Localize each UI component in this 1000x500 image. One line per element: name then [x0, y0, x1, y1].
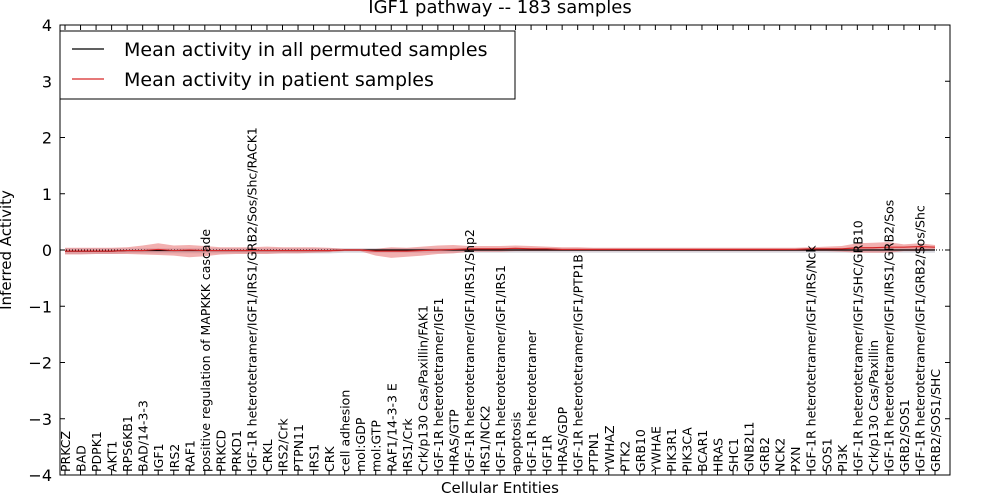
- x-axis: PRKCZ BAD PDPK1 AKT1 RPS6KB1 BAD/14-3-3 IGF1 IR…: [58, 25, 943, 475]
- y-tick-label: 3: [42, 72, 52, 91]
- series-lines: [65, 246, 936, 252]
- legend-box: [59, 30, 516, 100]
- x-tick-label: GNB2L1: [742, 422, 757, 472]
- x-tick-label: IGF-1R heterotetramer/IGF1/PTP1B: [571, 254, 586, 472]
- x-tick-label: apoptosis: [509, 412, 524, 472]
- y-tick-label: −3: [28, 410, 52, 429]
- x-tick-label: Crk/p130 Cas/Paxillin: [866, 340, 881, 472]
- x-tick-label: SHC1: [726, 438, 741, 472]
- x-tick-label: IGF-1R heterotetramer/IGF1/GRB2/Sos/Shc: [912, 205, 927, 472]
- x-tick-label: IRS1: [307, 444, 322, 472]
- x-tick-label: GRB2/SOS1: [897, 399, 912, 472]
- x-axis-label: Cellular Entities: [441, 479, 559, 497]
- x-tick-label: PIK3CA: [679, 427, 694, 472]
- y-tick-label: −4: [28, 466, 52, 485]
- x-tick-label: Crk/p130 Cas/Paxillin/FAK1: [415, 305, 430, 472]
- line-patient: [65, 246, 936, 252]
- x-tick-label: PTK2: [617, 441, 632, 472]
- x-tick-label: PIK3R1: [664, 428, 679, 472]
- x-tick-label: GRB10: [633, 429, 648, 472]
- x-tick-label: BAD/14-3-3: [136, 400, 151, 472]
- y-tick-label: 0: [42, 241, 52, 260]
- x-tick-label: CRK: [322, 446, 337, 472]
- legend: Mean activity in all permuted samples Me…: [59, 30, 516, 100]
- x-tick-label: HRAS: [711, 438, 726, 472]
- legend-label-permuted: Mean activity in all permuted samples: [124, 39, 487, 61]
- x-tick-label: AKT1: [105, 441, 120, 472]
- x-tick-label: IGF-1R heterotetramer/IGF1/IRS1/GRB2/Sos…: [244, 127, 259, 472]
- x-tick-label: PRKCZ: [58, 431, 73, 472]
- x-tick-label: cell adhesion: [338, 390, 353, 472]
- x-tick-label: PTPN11: [291, 424, 306, 472]
- x-tick-label: GRB2/SOS1/SHC: [928, 369, 943, 472]
- x-tick-label: IGF-1R heterotetramer/IGF1: [431, 298, 446, 472]
- x-tick-label: mol:GTP: [369, 420, 384, 472]
- x-tick-label: IGF-1R heterotetramer/IGF1/IRS1/GRB2/Sos: [881, 200, 896, 472]
- y-tick-label: 4: [42, 16, 52, 35]
- x-tick-label: YWHAE: [648, 426, 663, 473]
- x-tick-label: PRKCD: [213, 430, 228, 472]
- x-tick-label: PDPK1: [89, 431, 104, 472]
- x-tick-label: BCAR1: [695, 430, 710, 472]
- x-tick-label: HRAS/GTP: [446, 409, 461, 472]
- x-tick-label: GRB2: [757, 437, 772, 472]
- y-axis: 4 3 2 1 0 −1 −2 −3 −4: [28, 16, 950, 485]
- x-tick-label: NCK2: [773, 438, 788, 472]
- x-tick-label: mol:GDP: [353, 417, 368, 472]
- x-tick-label: YWHAZ: [602, 425, 617, 473]
- y-axis-label: Inferred Activity: [0, 190, 15, 310]
- y-tick-label: 2: [42, 129, 52, 148]
- x-tick-label: IGF-1R heterotetramer/IGF1/IRS1/Shp2: [462, 229, 477, 472]
- x-tick-label: IRS1/NCK2: [477, 405, 492, 472]
- x-tick-label: IGF1: [151, 443, 166, 472]
- x-tick-label: PTPN1: [586, 432, 601, 472]
- chart-title: IGF1 pathway -- 183 samples: [368, 0, 631, 18]
- x-tick-label: IGF-1R heterotetramer: [524, 329, 539, 472]
- x-tick-label: IGF-1R heterotetramer/IGF1/IRS1: [493, 265, 508, 472]
- legend-label-patient: Mean activity in patient samples: [124, 69, 434, 91]
- x-tick-label: RAF1: [182, 440, 197, 472]
- x-tick-label: PI3K: [835, 444, 850, 472]
- x-tick-label: IRS2: [167, 444, 182, 472]
- x-tick-label: RPS6KB1: [120, 415, 135, 472]
- x-tick-label: IGF-1R heterotetramer/IGF1/IRS/Nck: [804, 245, 819, 472]
- x-tick-label: HRAS/GDP: [555, 406, 570, 472]
- y-tick-label: −1: [28, 297, 52, 316]
- x-tick-label: IGF-1R heterotetramer/IGF1/SHC/GRB10: [850, 220, 865, 472]
- x-tick-label: SOS1: [819, 438, 834, 472]
- x-tick-label: PRKD1: [229, 430, 244, 472]
- x-tick-label: BAD: [74, 445, 89, 472]
- x-tick-label: IRS1/Crk: [400, 418, 415, 472]
- y-tick-label: −2: [28, 354, 52, 373]
- x-tick-label: CRKL: [260, 439, 275, 472]
- y-tick-label: 1: [42, 185, 52, 204]
- x-tick-label: IGF1R: [540, 434, 555, 472]
- x-tick-label: PXN: [788, 447, 803, 472]
- x-tick-label: positive regulation of MAPKKK cascade: [198, 229, 213, 472]
- x-tick-label: RAF1/14-3-3 E: [384, 383, 399, 472]
- x-tick-label: IRS2/Crk: [276, 418, 291, 472]
